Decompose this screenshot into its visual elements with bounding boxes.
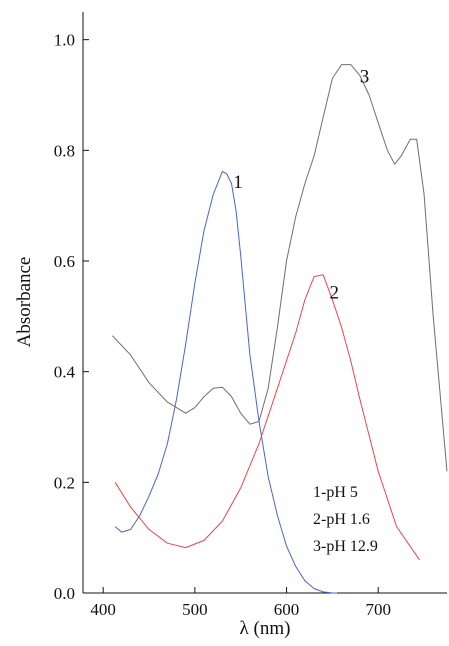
- legend-line-1: 1-pH 5: [313, 484, 358, 501]
- y-tick-label: 1.0: [54, 31, 75, 50]
- y-axis-title: Absorbance: [14, 257, 35, 348]
- legend: 1-pH 5 2-pH 1.6 3-pH 12.9: [313, 484, 378, 555]
- x-tick-label: 400: [90, 600, 116, 619]
- x-ticks: 400 500 600 700: [90, 587, 391, 619]
- legend-line-2: 2-pH 1.6: [313, 511, 370, 528]
- curve-label-2: 2: [329, 282, 339, 303]
- x-tick-label: 700: [365, 600, 391, 619]
- y-tick-label: 0.4: [54, 363, 76, 382]
- legend-line-3: 3-pH 12.9: [313, 538, 378, 555]
- x-axis-title: λ (nm): [240, 618, 291, 639]
- series-line-2: [114, 274, 420, 561]
- series-line-1: [114, 170, 337, 594]
- plot-area: [82, 12, 447, 594]
- series-line-3: [111, 64, 448, 472]
- curve-labels: 1 2 3: [233, 67, 369, 304]
- y-tick-label: 0.6: [54, 252, 75, 271]
- x-tick-label: 600: [274, 600, 300, 619]
- y-tick-label: 0.2: [54, 473, 75, 492]
- x-tick-label: 500: [182, 600, 208, 619]
- curve-label-3: 3: [360, 67, 370, 88]
- curve-label-1: 1: [233, 172, 243, 193]
- y-tick-label: 0.0: [54, 584, 75, 603]
- y-tick-label: 0.8: [54, 141, 75, 160]
- y-ticks: 0.0 0.2 0.4 0.6 0.8 1.0: [54, 31, 89, 603]
- series-layer: [111, 64, 448, 594]
